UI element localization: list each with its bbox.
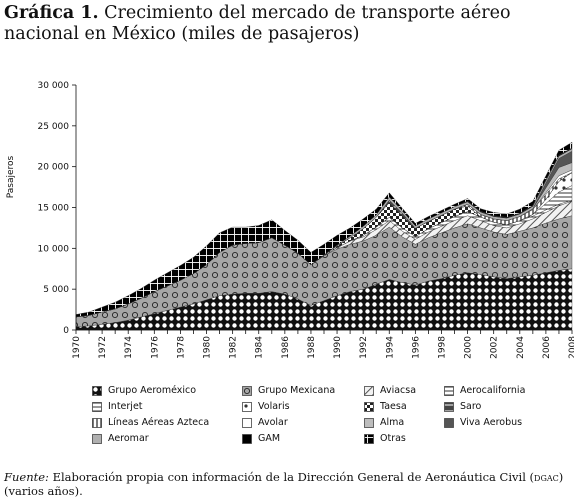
x-tick-label: 1998 <box>437 336 447 359</box>
legend-item-viva-aerobus: Viva Aerobus <box>444 417 522 428</box>
legend-item-aviacsa: Aviacsa <box>364 385 416 396</box>
y-tick-label: 20 000 <box>38 163 70 173</box>
legend-swatch <box>444 401 454 412</box>
x-tick-label: 1980 <box>203 336 213 359</box>
area-layers <box>75 141 573 331</box>
legend-label: Líneas Aéreas Azteca <box>108 417 210 428</box>
legend-label: Avolar <box>258 417 288 428</box>
legend-swatch <box>364 433 374 444</box>
legend-item-avolar: Avolar <box>242 417 288 428</box>
legend-label: Otras <box>380 433 406 444</box>
legend-label: Viva Aerobus <box>460 417 523 428</box>
x-tick-label: 1984 <box>255 336 265 359</box>
legend-label: Volaris <box>258 401 290 412</box>
x-tick-label: 2000 <box>464 336 474 359</box>
legend-item-alma: Alma <box>364 417 404 428</box>
x-tick-label: 2008 <box>568 336 574 359</box>
x-tick-label: 1996 <box>411 336 421 359</box>
legend-swatch <box>92 401 102 412</box>
source-abbr: dgac <box>534 470 559 484</box>
legend-swatch <box>242 401 252 412</box>
x-tick-label: 1990 <box>333 336 343 359</box>
legend-swatch <box>444 385 454 396</box>
legend-swatch <box>364 401 374 412</box>
source-tail: ) (varios años). <box>4 470 564 498</box>
legend-label: Saro <box>460 401 482 412</box>
x-tick-label: 1982 <box>229 336 239 359</box>
legend-swatch <box>242 433 252 444</box>
legend-label: Aeromar <box>108 433 149 444</box>
legend-label: Alma <box>380 417 405 428</box>
x-tick-label: 2004 <box>516 336 526 359</box>
legend-item-lineas-aereas-azteca: Líneas Aéreas Azteca <box>92 417 209 428</box>
legend-item-aerocalifornia: Aerocalifornia <box>444 385 525 396</box>
legend-swatch <box>92 385 102 396</box>
legend-item-saro: Saro <box>444 401 481 412</box>
legend-item-aeromar: Aeromar <box>92 433 149 444</box>
legend-item-grupo-mexicana: Grupo Mexicana <box>242 385 335 396</box>
legend-label: Aerocalifornia <box>460 385 526 396</box>
x-tick-label: 1974 <box>124 336 134 359</box>
x-tick-label: 1978 <box>176 336 186 359</box>
x-tick-label: 1986 <box>281 336 291 359</box>
y-tick-label: 5 000 <box>43 285 69 295</box>
source-label: Fuente: <box>4 470 49 484</box>
x-tick-label: 1992 <box>359 336 369 359</box>
legend-swatch <box>92 417 102 428</box>
legend-label: GAM <box>258 433 281 444</box>
legend-item-otras: Otras <box>364 433 406 444</box>
y-tick-label: 15 000 <box>38 204 70 214</box>
y-tick-label: 25 000 <box>38 122 70 132</box>
legend-item-volaris: Volaris <box>242 401 290 412</box>
source-note: Fuente: Elaboración propia con informaci… <box>4 470 570 498</box>
legend-swatch <box>364 417 374 428</box>
x-tick-label: 1976 <box>150 336 160 359</box>
y-tick-label: 10 000 <box>38 244 70 254</box>
legend-item-taesa: Taesa <box>364 401 407 412</box>
legend-label: Grupo Aeroméxico <box>108 385 197 396</box>
x-tick-label: 1972 <box>98 336 108 359</box>
x-tick-label: 2006 <box>542 336 552 359</box>
chart-title: Gráfica 1. Crecimiento del mercado de tr… <box>4 3 570 45</box>
legend-swatch <box>242 385 252 396</box>
legend-item-interjet: Interjet <box>92 401 143 412</box>
y-tick-label: 30 000 <box>38 81 70 91</box>
area-otras <box>75 141 573 318</box>
axes: 0 5 000 10 000 15 000 20 000 25 000 30 000 1970… <box>38 81 574 359</box>
chart-title-text: Crecimiento del mercado de transporte aé… <box>4 3 511 44</box>
legend-item-grupo-aeromexico: Grupo Aeroméxico <box>92 385 196 396</box>
legend-label: Aviacsa <box>380 385 417 396</box>
legend-label: Taesa <box>380 401 407 412</box>
x-tick-label: 1970 <box>72 336 82 359</box>
y-tick-label: 0 <box>63 326 69 336</box>
source-text: Elaboración propia con información de la… <box>52 470 535 484</box>
legend-label: Grupo Mexicana <box>258 385 336 396</box>
legend-item-gam: GAM <box>242 433 280 444</box>
legend-swatch <box>92 433 102 444</box>
x-tick-label: 1994 <box>385 336 395 359</box>
x-tick-label: 2002 <box>490 336 500 359</box>
legend-swatch <box>364 385 374 396</box>
chart-title-lead: Gráfica 1. <box>4 3 99 23</box>
legend-swatch <box>444 417 454 428</box>
legend-label: Interjet <box>108 401 143 412</box>
legend-swatch <box>242 417 252 428</box>
x-tick-label: 1988 <box>307 336 317 359</box>
